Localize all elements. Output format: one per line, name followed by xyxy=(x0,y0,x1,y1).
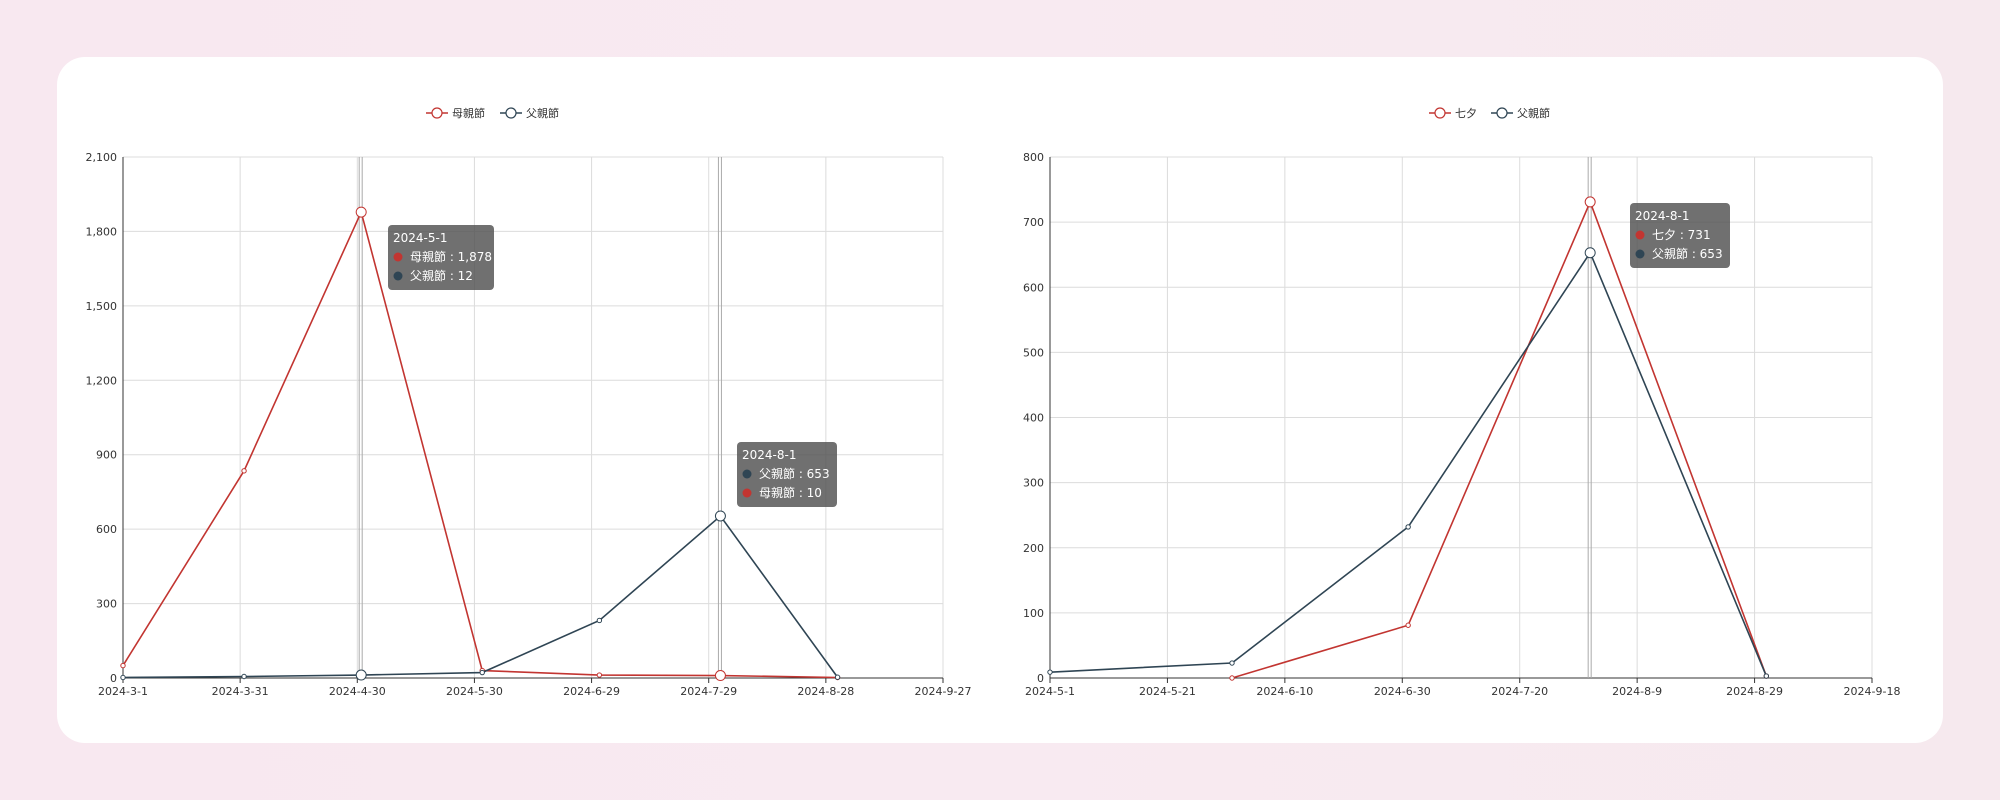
x-tick-label: 2024-6-10 xyxy=(1256,685,1313,698)
data-point xyxy=(355,669,367,681)
tooltip-row: 父親節 : 12 xyxy=(410,268,473,283)
y-tick-label: 1,200 xyxy=(86,374,118,387)
x-tick-label: 2024-5-21 xyxy=(1139,685,1196,698)
legend-marker xyxy=(431,107,443,119)
data-point xyxy=(241,468,247,474)
tooltip-title: 2024-8-1 xyxy=(742,448,796,462)
tooltip-box xyxy=(388,225,494,290)
data-point xyxy=(834,674,841,680)
chart-left: 0 300 600 900 1,200 1,500 1,800 2,100 2024-3-1 20… xyxy=(86,106,972,698)
series-line xyxy=(1231,199,1768,679)
x-tick-label: 2024-9-27 xyxy=(915,685,972,698)
tooltip-dot xyxy=(393,271,403,281)
x-tick-label: 2024-7-29 xyxy=(680,685,737,698)
x-tick-label: 2024-8-9 xyxy=(1612,685,1662,698)
y-tick-label: 500 xyxy=(1023,346,1044,359)
data-point xyxy=(1047,669,1053,675)
data-point xyxy=(1763,673,1770,679)
data-point xyxy=(1229,660,1235,666)
data-point xyxy=(1405,524,1411,530)
tooltip-title: 2024-8-1 xyxy=(1635,209,1689,223)
series-line xyxy=(122,514,839,679)
x-tick-label: 2024-3-1 xyxy=(98,685,148,698)
data-point xyxy=(1584,196,1596,208)
tooltip-title: 2024-5-1 xyxy=(393,231,447,245)
data-point xyxy=(241,673,247,680)
data-point xyxy=(479,669,485,676)
x-tick-label: 2024-5-1 xyxy=(1025,685,1075,698)
y-tick-label: 0 xyxy=(1037,672,1044,685)
tooltip-row: 母親節 : 1,878 xyxy=(410,249,492,264)
data-point xyxy=(120,674,126,681)
x-tick-label: 2024-7-20 xyxy=(1491,685,1548,698)
y-tick-label: 2,100 xyxy=(86,151,118,164)
chart-card xyxy=(57,57,1943,743)
y-tick-label: 1,800 xyxy=(86,225,118,238)
x-tick-label: 2024-4-30 xyxy=(329,685,386,698)
data-point xyxy=(1405,622,1411,628)
chart-right: 0 100 200 300 400 500 600 700 800 2024-5-1 2024-5-… xyxy=(1023,106,1900,698)
y-tick-label: 600 xyxy=(96,523,117,536)
legend-label: 七夕 xyxy=(1455,107,1477,120)
tooltip-row: 母親節 : 10 xyxy=(759,485,822,500)
x-tick-label: 2024-8-28 xyxy=(797,685,854,698)
tooltip-box xyxy=(1630,203,1730,268)
x-tick-label: 2024-5-30 xyxy=(446,685,503,698)
y-tick-label: 800 xyxy=(1023,151,1044,164)
data-point xyxy=(1229,675,1235,681)
legend-marker xyxy=(505,107,517,119)
y-tick-label: 0 xyxy=(110,672,117,685)
data-point xyxy=(355,206,367,218)
data-point xyxy=(120,662,126,669)
y-tick-label: 300 xyxy=(96,598,117,611)
legend-label: 父親節 xyxy=(1517,106,1550,120)
tooltip-dot xyxy=(742,488,752,498)
tooltip-dot xyxy=(1635,230,1645,240)
y-tick-label: 100 xyxy=(1023,607,1044,620)
y-tick-label: 300 xyxy=(1023,477,1044,490)
data-point xyxy=(596,617,603,624)
tooltip-dot xyxy=(1635,249,1645,259)
x-tick-label: 2024-9-18 xyxy=(1844,685,1901,698)
tooltip-row: 七夕 : 731 xyxy=(1652,228,1711,242)
y-tick-label: 900 xyxy=(96,449,117,462)
y-tick-label: 600 xyxy=(1023,281,1044,294)
legend-marker xyxy=(1496,107,1508,119)
x-tick-label: 2024-6-29 xyxy=(563,685,620,698)
tooltip-dot xyxy=(742,469,752,479)
y-tick-label: 700 xyxy=(1023,216,1044,229)
x-tick-label: 2024-3-31 xyxy=(212,685,269,698)
data-point xyxy=(714,670,726,682)
legend-label: 母親節 xyxy=(452,106,485,120)
tooltip-box xyxy=(737,442,837,507)
tooltip-dot xyxy=(393,252,403,262)
data-point xyxy=(714,510,726,522)
legend-marker xyxy=(1434,107,1446,119)
y-tick-label: 1,500 xyxy=(86,300,118,313)
x-tick-label: 2024-8-29 xyxy=(1726,685,1783,698)
data-point xyxy=(1584,247,1596,259)
y-tick-label: 200 xyxy=(1023,542,1044,555)
tooltip-row: 父親節 : 653 xyxy=(1652,246,1723,261)
x-tick-label: 2024-6-30 xyxy=(1374,685,1431,698)
y-tick-label: 400 xyxy=(1023,412,1044,425)
tooltip-row: 父親節 : 653 xyxy=(759,466,830,481)
legend-label: 父親節 xyxy=(526,106,559,120)
data-point xyxy=(596,672,603,678)
